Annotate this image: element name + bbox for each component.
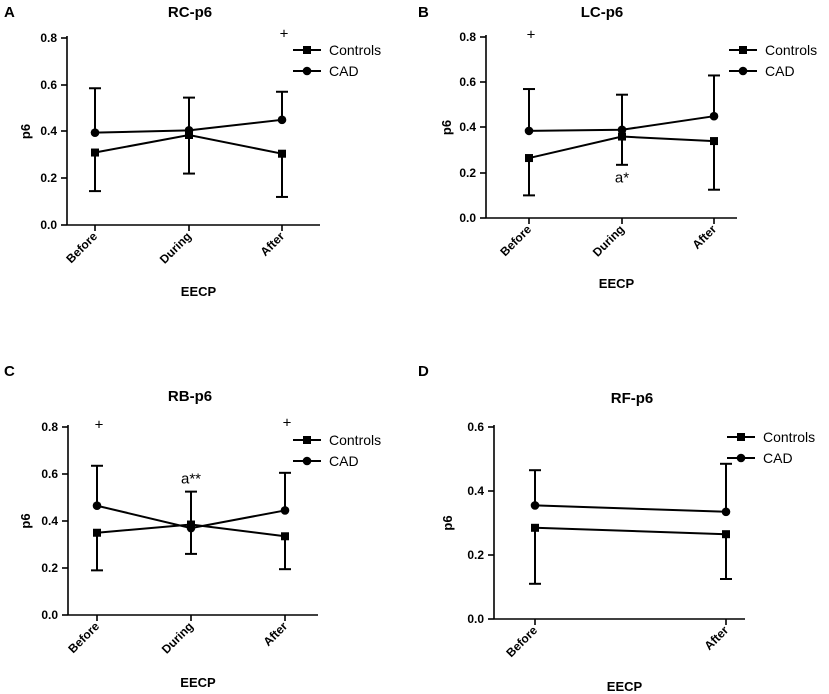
y-axis-label: p6	[439, 120, 454, 135]
y-tick-label: 0.2	[467, 548, 484, 562]
data-point-controls	[618, 132, 626, 141]
x-tick-label: During	[590, 222, 627, 259]
x-axis-label: EECP	[181, 284, 217, 299]
legend-marker-controls	[737, 433, 745, 441]
y-tick-label: 0.0	[40, 218, 57, 232]
x-tick-label: Before	[503, 623, 540, 660]
data-point-controls	[525, 154, 533, 163]
y-tick-label: 0.8	[41, 420, 58, 434]
data-point-cad	[280, 506, 290, 515]
y-axis-label: p6	[18, 124, 33, 139]
data-point-cad	[617, 125, 627, 135]
y-tick-label: 0.6	[40, 78, 57, 92]
y-tick-label: 0.4	[41, 514, 58, 528]
data-point-cad	[709, 111, 719, 121]
y-tick-label: 0.0	[459, 211, 476, 225]
series-line-controls	[534, 526, 727, 536]
legend-marker-controls	[739, 46, 747, 54]
data-point-controls	[531, 523, 539, 532]
annotation-marker: +	[95, 417, 104, 434]
data-point-cad	[92, 501, 102, 511]
annotation-marker: a*	[615, 169, 629, 186]
y-tick-label: 0.6	[459, 75, 476, 89]
annotation-marker: +	[280, 25, 289, 42]
chart-title: RF-p6	[611, 390, 654, 407]
legend-marker-cad	[302, 66, 312, 76]
series-line-cad	[534, 504, 727, 513]
annotation-marker: a**	[181, 471, 201, 488]
chart-panel-c: C RB-p6 0.0 0.2 0.4 0.6 0.8 p6 Before During After…	[4, 363, 381, 690]
legend-marker-controls	[303, 436, 311, 444]
chart-title: RB-p6	[168, 388, 212, 405]
chart-title: RC-p6	[168, 4, 212, 21]
x-tick-label: During	[157, 229, 194, 266]
x-tick-label: During	[159, 619, 196, 656]
y-tick-label: 0.4	[459, 120, 476, 134]
annotation-marker: +	[527, 27, 536, 44]
data-point-controls	[91, 148, 99, 157]
legend-label-controls: Controls	[329, 432, 381, 448]
x-axis-label: EECP	[607, 679, 643, 694]
legend-label-cad: CAD	[765, 63, 795, 79]
y-tick-label: 0.2	[41, 561, 58, 575]
y-tick-label: 0.2	[40, 171, 57, 185]
chart-panel-a: A RC-p6 0.0 0.2 0.4 0.6 0.8 p6 Before During After…	[4, 4, 381, 299]
y-axis-label: p6	[440, 515, 455, 530]
x-tick-label: After	[689, 222, 719, 252]
chart-panel-b: B LC-p6 0.0 0.2 0.4 0.6 0.8 p6 Before During After…	[418, 4, 817, 291]
legend-marker-cad	[302, 456, 312, 466]
y-tick-label: 0.0	[467, 612, 484, 626]
legend-label-cad: CAD	[329, 453, 359, 469]
data-point-controls	[281, 532, 289, 541]
legend-label-controls: Controls	[765, 42, 817, 58]
data-point-controls	[185, 131, 193, 140]
y-tick-label: 0.4	[467, 484, 484, 498]
data-point-cad	[524, 126, 534, 136]
data-point-cad	[530, 501, 540, 510]
data-point-cad	[90, 128, 100, 137]
y-tick-label: 0.2	[459, 166, 476, 180]
x-tick-label: After	[260, 619, 290, 649]
x-axis-label: EECP	[599, 276, 635, 291]
legend-label-controls: Controls	[763, 429, 815, 445]
legend-marker-controls	[303, 46, 311, 54]
chart-title: LC-p6	[581, 4, 624, 21]
panel-letter: D	[418, 363, 429, 380]
panel-letter: B	[418, 4, 429, 21]
data-point-controls	[278, 149, 286, 158]
legend-label-cad: CAD	[763, 450, 793, 466]
data-point-cad	[277, 115, 287, 125]
y-tick-label: 0.6	[467, 420, 484, 434]
y-tick-label: 0.0	[41, 608, 58, 622]
x-tick-label: Before	[65, 619, 102, 656]
legend-marker-cad	[738, 66, 748, 76]
data-point-controls	[722, 530, 730, 539]
x-tick-label: After	[701, 623, 731, 653]
x-axis-label: EECP	[180, 675, 216, 690]
data-point-cad	[186, 523, 196, 533]
x-tick-label: Before	[497, 222, 534, 259]
annotation-marker: +	[283, 414, 292, 431]
legend-label-cad: CAD	[329, 63, 359, 79]
data-point-cad	[721, 507, 731, 517]
data-point-controls	[710, 137, 718, 146]
chart-panel-d: D RF-p6 0.0 0.2 0.4 0.6 p6 Before After EECP Contr…	[418, 363, 815, 694]
y-tick-label: 0.8	[459, 30, 476, 44]
panel-letter: C	[4, 363, 15, 380]
panel-letter: A	[4, 4, 15, 21]
legend-marker-cad	[736, 453, 746, 463]
x-tick-label: Before	[63, 229, 100, 266]
data-point-cad	[184, 126, 194, 135]
y-tick-label: 0.6	[41, 467, 58, 481]
legend-label-controls: Controls	[329, 42, 381, 58]
y-axis-label: p6	[18, 513, 33, 528]
data-point-controls	[93, 528, 101, 537]
x-tick-label: After	[257, 229, 287, 259]
y-tick-label: 0.4	[40, 124, 57, 138]
y-tick-label: 0.8	[40, 31, 57, 45]
